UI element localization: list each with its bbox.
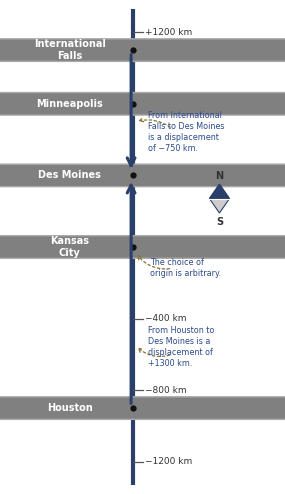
- Text: −1200 km: −1200 km: [145, 457, 193, 466]
- FancyBboxPatch shape: [0, 397, 285, 419]
- FancyBboxPatch shape: [0, 92, 285, 115]
- Text: S: S: [216, 216, 223, 227]
- Text: From Houston to
Des Moines is a
displacement of
+1300 km.: From Houston to Des Moines is a displace…: [148, 326, 215, 368]
- Text: International
Falls: International Falls: [34, 39, 106, 61]
- FancyBboxPatch shape: [0, 39, 285, 61]
- Text: 0 km: 0 km: [145, 243, 168, 251]
- Text: From International
Falls to Des Moines
is a displacement
of −750 km.: From International Falls to Des Moines i…: [148, 111, 225, 153]
- Text: Houston: Houston: [47, 403, 93, 413]
- FancyBboxPatch shape: [0, 236, 285, 258]
- Text: −800 km: −800 km: [145, 386, 187, 395]
- Text: Minneapolis: Minneapolis: [36, 99, 103, 109]
- Text: N: N: [215, 171, 223, 181]
- Polygon shape: [209, 184, 229, 213]
- FancyBboxPatch shape: [0, 164, 285, 187]
- Text: Kansas
City: Kansas City: [50, 236, 89, 258]
- Text: +800 km: +800 km: [145, 99, 187, 108]
- Text: The choice of
origin is arbitrary.: The choice of origin is arbitrary.: [150, 258, 221, 278]
- Text: +1200 km: +1200 km: [145, 28, 193, 37]
- Polygon shape: [209, 184, 229, 199]
- Text: −400 km: −400 km: [145, 314, 187, 323]
- Text: Des Moines: Des Moines: [38, 170, 101, 180]
- Text: +400 km: +400 km: [145, 171, 187, 180]
